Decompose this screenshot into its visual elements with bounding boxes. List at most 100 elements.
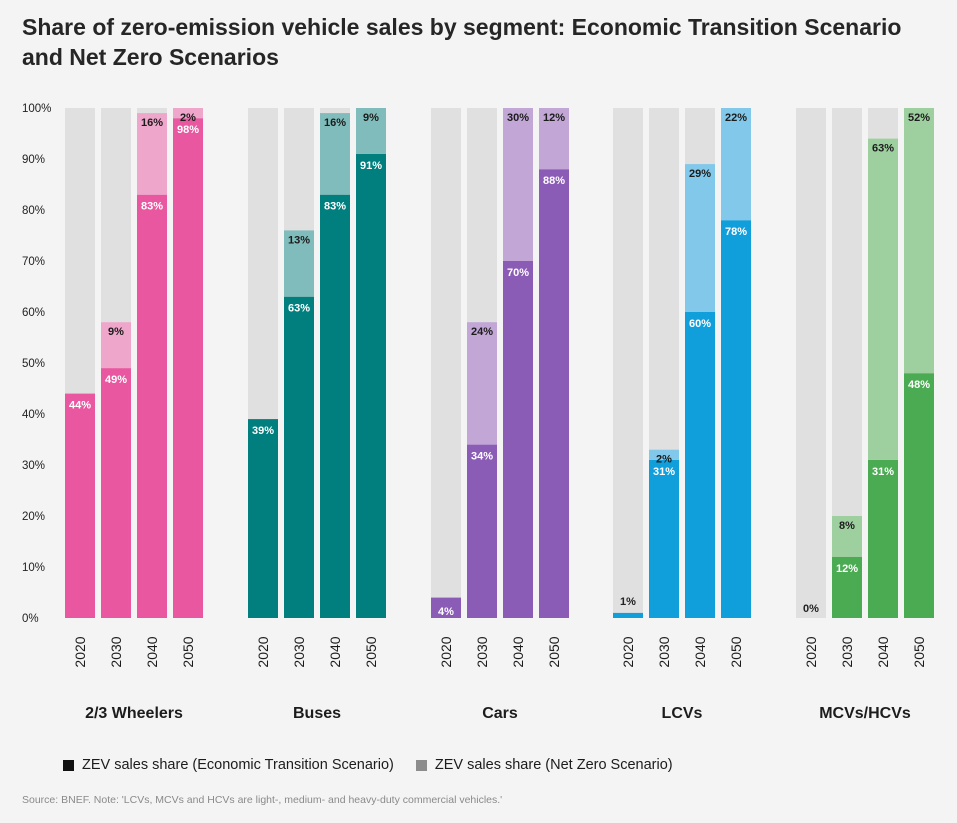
data-label-ets: 34% [471, 451, 493, 463]
x-tick-year: 2040 [875, 636, 891, 667]
legend-swatch-nzs [415, 759, 427, 771]
bar-ets [649, 459, 679, 618]
x-tick-year: 2030 [839, 636, 855, 667]
bar-nzs [539, 108, 569, 170]
segment-label: Cars [482, 705, 518, 722]
bar-ets [832, 556, 862, 618]
x-tick-year: 2050 [546, 636, 562, 667]
x-tick-year: 2020 [803, 636, 819, 667]
data-label-ets: 91% [360, 160, 382, 172]
bar-nzs [503, 108, 533, 261]
data-label-ets: 44% [69, 400, 91, 412]
bar-nzs [356, 108, 386, 154]
data-label-ets: 63% [288, 303, 310, 315]
x-tick-year: 2050 [728, 636, 744, 667]
legend-swatch-ets [63, 759, 74, 771]
bar-nzs [721, 108, 751, 221]
bar-background [431, 108, 461, 618]
bar-ets [467, 444, 497, 618]
x-tick-year: 2030 [108, 636, 124, 667]
data-label-nzs: 24% [471, 326, 493, 338]
bar-nzs [284, 230, 314, 297]
bar-background [613, 108, 643, 618]
x-tick-year: 2050 [911, 636, 927, 667]
data-label-ets: 88% [543, 175, 565, 187]
bar-ets [356, 153, 386, 618]
data-label-ets: 31% [872, 466, 894, 478]
bar-ets [173, 118, 203, 618]
data-label-ets: 1% [620, 596, 636, 608]
bar-nzs [320, 113, 350, 195]
y-tick-label: 10% [22, 562, 45, 574]
y-tick-label: 70% [22, 256, 45, 268]
y-tick-label: 60% [22, 307, 45, 319]
bar-ets [904, 373, 934, 618]
data-label-nzs: 12% [543, 112, 565, 124]
x-tick-year: 2040 [144, 636, 160, 667]
data-label-ets: 70% [507, 267, 529, 279]
legend-label-nzs: ZEV sales share (Net Zero Scenario) [434, 757, 673, 773]
data-label-nzs: 22% [725, 112, 747, 124]
data-label-nzs: 16% [324, 117, 346, 129]
data-label-ets: 39% [252, 425, 274, 437]
source-note: Source: BNEF. Note: 'LCVs, MCVs and HCVs… [22, 794, 503, 806]
data-label-ets: 83% [324, 201, 346, 213]
y-tick-label: 0% [22, 613, 39, 625]
data-label-nzs: 13% [288, 234, 310, 246]
segment-label: 2/3 Wheelers [85, 705, 183, 722]
segment-label: MCVs/HCVs [819, 705, 911, 722]
data-label-ets: 60% [689, 318, 711, 330]
bar-nzs [904, 108, 934, 374]
data-label-ets: 78% [725, 226, 747, 238]
bar-nzs [832, 516, 862, 557]
x-tick-year: 2020 [438, 636, 454, 667]
data-label-ets: 98% [177, 124, 199, 136]
bar-chart: 0% 10% 20% 30% 40% 50% 60% 70% 80% 90% 100% 44% 2020… [22, 103, 934, 722]
x-tick-year: 2040 [327, 636, 343, 667]
y-tick-label: 20% [22, 511, 45, 523]
y-tick-label: 80% [22, 205, 45, 217]
x-tick-year: 2030 [291, 636, 307, 667]
data-label-ets: 49% [105, 374, 127, 386]
data-label-nzs: 52% [908, 112, 930, 124]
x-tick-year: 2020 [72, 636, 88, 667]
x-tick-year: 2020 [620, 636, 636, 667]
bar-ets [431, 597, 461, 618]
bar-ets [320, 194, 350, 618]
data-label-nzs: 2% [180, 112, 196, 124]
data-label-ets: 31% [653, 466, 675, 478]
data-label-ets: 0% [803, 603, 819, 615]
data-label-nzs: 8% [839, 520, 855, 532]
legend-item-nzs: ZEV sales share (Net Zero Scenario) [415, 757, 673, 773]
bar-nzs [868, 138, 898, 460]
data-label-nzs: 16% [141, 117, 163, 129]
y-tick-label: 100% [22, 103, 51, 115]
bar-ets [284, 296, 314, 618]
bar-ets [868, 459, 898, 618]
x-tick-year: 2020 [255, 636, 271, 667]
data-label-ets: 83% [141, 201, 163, 213]
x-tick-year: 2050 [363, 636, 379, 667]
data-label-nzs: 29% [689, 168, 711, 180]
legend: ZEV sales share (Economic Transition Sce… [63, 757, 695, 773]
segment-label: LCVs [662, 705, 703, 722]
x-tick-year: 2030 [656, 636, 672, 667]
y-tick-label: 50% [22, 358, 45, 370]
data-label-ets: 48% [908, 379, 930, 391]
bar-ets [65, 393, 95, 618]
bar-nzs [173, 108, 203, 119]
bar-ets [721, 220, 751, 618]
bar-nzs [467, 322, 497, 445]
bar-ets [503, 261, 533, 618]
bar-ets [137, 194, 167, 618]
x-tick-year: 2040 [692, 636, 708, 667]
y-tick-label: 30% [22, 460, 45, 472]
bar-nzs [685, 164, 715, 312]
bar-ets [539, 169, 569, 618]
data-label-nzs: 2% [656, 454, 672, 466]
x-tick-year: 2030 [474, 636, 490, 667]
data-label-nzs: 9% [108, 326, 124, 338]
bar-background [796, 108, 826, 618]
bar-ets [613, 612, 643, 618]
x-tick-year: 2040 [510, 636, 526, 667]
